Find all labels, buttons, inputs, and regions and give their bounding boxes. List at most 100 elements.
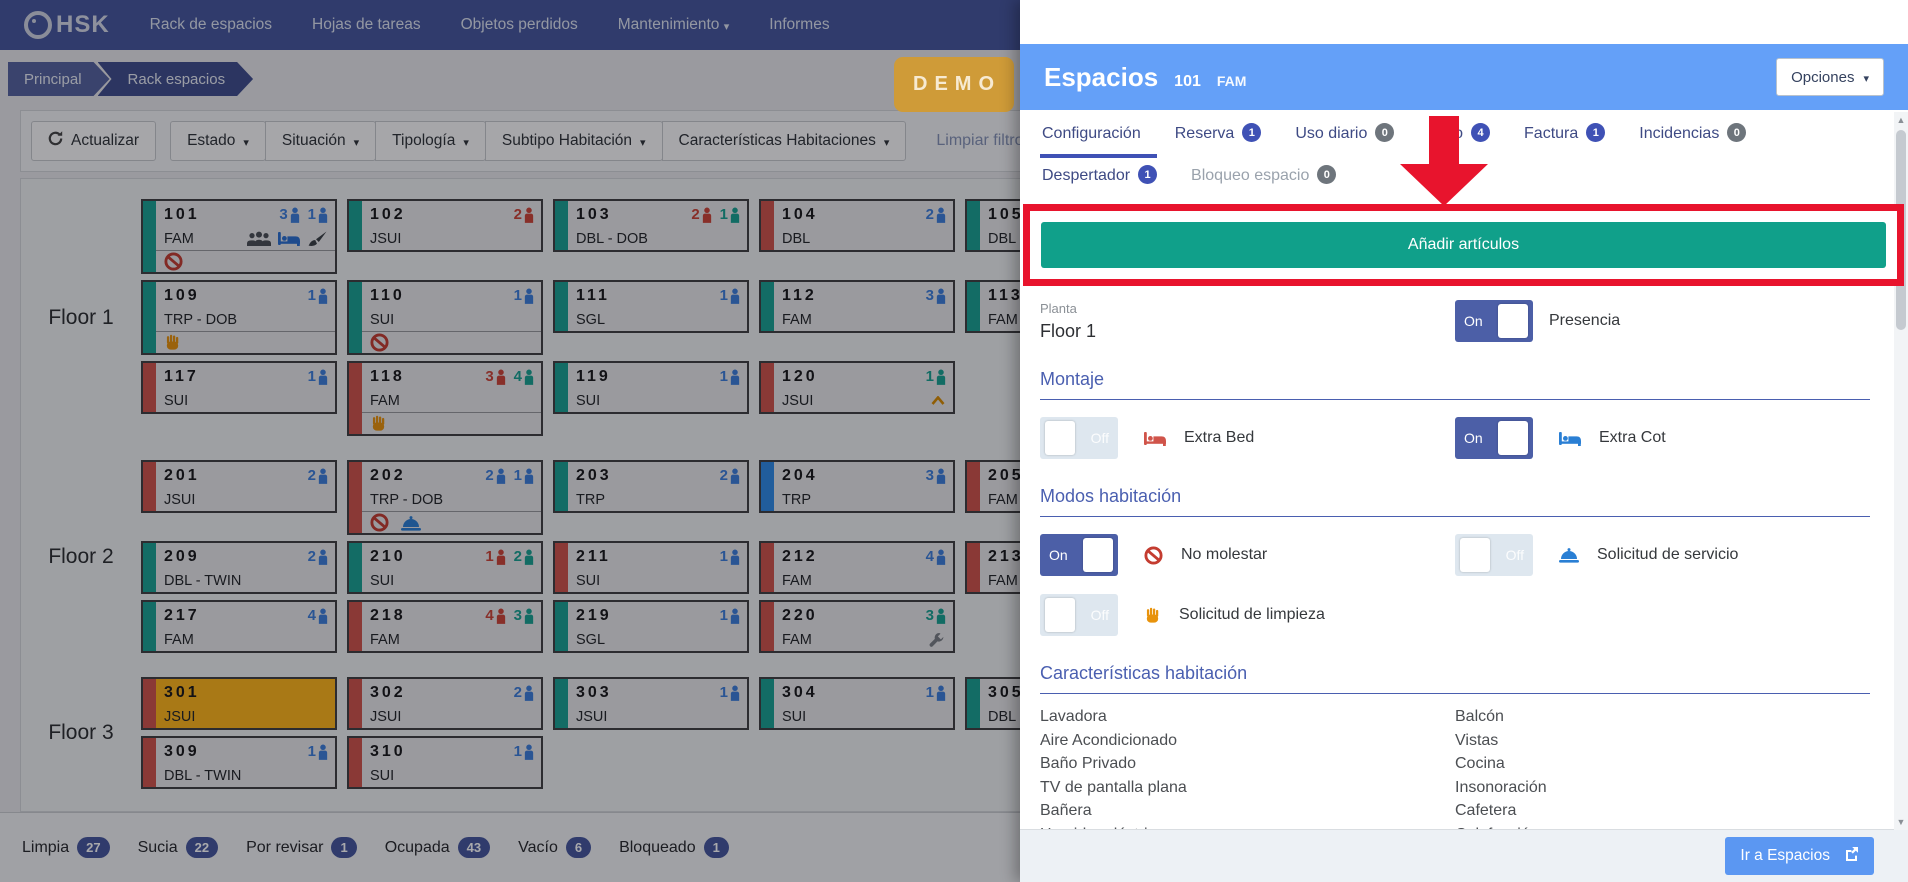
nav-item-objetos-perdidos[interactable]: Objetos perdidos (460, 16, 578, 33)
status-stripe (761, 282, 774, 331)
solicitud-de-limpieza-toggle[interactable]: Off (1040, 594, 1118, 636)
status-stripe (143, 602, 156, 651)
room-card-220[interactable]: 220 3 FAM (759, 600, 955, 653)
legend-vacio: Vacío 6 (518, 837, 592, 858)
status-stripe (761, 602, 774, 651)
extra-cot-toggle[interactable]: On (1455, 417, 1533, 459)
add-articles-button[interactable]: Añadir artículos (1041, 222, 1886, 268)
room-number: 218 (370, 606, 406, 624)
breadcrumb-item-rack-espacios[interactable]: Rack espacios (98, 62, 254, 96)
solicitud-de-servicio-toggle[interactable]: Off (1455, 534, 1533, 576)
room-status-icons (362, 412, 541, 434)
nav-item-hojas-de-tareas[interactable]: Hojas de tareas (312, 16, 421, 33)
status-stripe (143, 543, 156, 592)
refresh-icon (48, 131, 63, 151)
presencia-toggle[interactable]: On (1455, 300, 1533, 342)
breadcrumb-item-principal[interactable]: Principal (8, 62, 110, 96)
person-icon (523, 549, 535, 565)
room-card-210[interactable]: 210 1 2 SUI (347, 541, 543, 594)
room-card-118[interactable]: 118 3 4 FAM (347, 361, 543, 436)
room-card-102[interactable]: 102 2 JSUI (347, 199, 543, 252)
room-card-217[interactable]: 217 4 FAM (141, 600, 337, 653)
ir-a-espacios-button[interactable]: Ir a Espacios (1725, 837, 1874, 875)
filter-button-tipologia[interactable]: Tipología ▾ (375, 121, 486, 161)
room-number: 202 (370, 466, 406, 484)
filter-button-caracteristicas-habitaciones[interactable]: Características Habitaciones ▾ (661, 121, 907, 161)
room-card-111[interactable]: 111 1 SGL (553, 280, 749, 333)
room-card-218[interactable]: 218 4 3 FAM (347, 600, 543, 653)
room-type: FAM (782, 311, 812, 328)
room-card-304[interactable]: 304 1 SUI (759, 677, 955, 730)
refresh-button[interactable]: Actualizar (31, 121, 157, 161)
room-type: DBL - TWIN (164, 767, 242, 784)
tab-count-badge: 1 (1586, 123, 1606, 142)
room-card-219[interactable]: 219 1 SGL (553, 600, 749, 653)
tab-bloqueo-espacio[interactable]: Bloqueo espacio 0 (1189, 160, 1352, 200)
rack-row: 201 2 JSUI 202 2 1 TRP - DOB 203 2 TRP 204 3 … (141, 460, 1161, 535)
room-card-301[interactable]: 301 JSUI (141, 677, 337, 730)
room-card-109[interactable]: 109 1 TRP - DOB (141, 280, 337, 355)
room-type: JSUI (370, 230, 402, 247)
app-logo[interactable]: HSK (24, 11, 110, 39)
no-entry-icon (164, 252, 183, 271)
room-card-112[interactable]: 112 3 FAM (759, 280, 955, 333)
filter-button-situacion[interactable]: Situación ▾ (264, 121, 377, 161)
status-stripe (143, 462, 156, 511)
room-card-119[interactable]: 119 1 SUI (553, 361, 749, 414)
tab-despertador[interactable]: Despertador 1 (1040, 160, 1173, 200)
clear-filter-link[interactable]: Limpiar filtros (936, 132, 1032, 149)
scroll-down-icon[interactable]: ▼ (1896, 817, 1906, 827)
nav-item-mantenimiento[interactable]: Mantenimiento ▾ (617, 16, 730, 33)
space-type: FAM (1216, 72, 1247, 89)
no-molestar-toggle[interactable]: On (1040, 534, 1118, 576)
room-card-310[interactable]: 310 1 SUI (347, 736, 543, 789)
refresh-icon-glyph (48, 131, 63, 146)
caracteristica-lavadora: Lavadora (1040, 708, 1107, 725)
tab-count-badge: 0 (1317, 165, 1337, 184)
room-card-201[interactable]: 201 2 JSUI (141, 460, 337, 513)
room-card-120[interactable]: 120 1 JSUI (759, 361, 955, 414)
panel-title: Espacios (1044, 61, 1159, 92)
chevron-down-icon: ▾ (463, 136, 469, 149)
room-card-104[interactable]: 104 2 DBL (759, 199, 955, 252)
cleaning-hand-icon (370, 415, 387, 432)
room-card-302[interactable]: 302 2 JSUI (347, 677, 543, 730)
room-card-309[interactable]: 309 1 DBL - TWIN (141, 736, 337, 789)
room-type: SUI (370, 572, 395, 589)
tab-factura[interactable]: Factura 1 (1522, 118, 1621, 158)
solicitud-de-servicio-row: Off Solicitud de servicio (1455, 534, 1870, 576)
status-stripe (761, 679, 774, 728)
room-card-204[interactable]: 204 3 TRP (759, 460, 955, 513)
solicitud-de-limpieza-label: Solicitud de limpieza (1179, 606, 1325, 623)
status-stripe (967, 543, 980, 592)
nav-item-rack-de-espacios[interactable]: Rack de espacios (149, 16, 273, 33)
nav-item-informes[interactable]: Informes (769, 16, 830, 33)
room-status-icons (362, 331, 541, 353)
tab-reserva[interactable]: Reserva 1 (1173, 118, 1278, 158)
extra-bed-toggle[interactable]: Off (1040, 417, 1118, 459)
room-card-103[interactable]: 103 2 1 DBL - DOB (553, 199, 749, 252)
options-button[interactable]: Opciones ▾ (1776, 58, 1884, 96)
room-card-303[interactable]: 303 1 JSUI (553, 677, 749, 730)
tab-row-2: Despertador 1 Bloqueo espacio 0 (1040, 160, 1888, 200)
filter-button-estado[interactable]: Estado ▾ (170, 121, 266, 161)
tab-uso-diario[interactable]: Uso diario 0 (1293, 118, 1410, 158)
tab-configuracion[interactable]: Configuración (1040, 119, 1157, 158)
status-stripe (555, 679, 568, 728)
room-type: SUI (164, 392, 189, 409)
scroll-up-icon[interactable]: ▲ (1896, 115, 1906, 125)
room-card-117[interactable]: 117 1 SUI (141, 361, 337, 414)
room-card-209[interactable]: 209 2 DBL - TWIN (141, 541, 337, 594)
room-card-101[interactable]: 101 3 1 FAM (141, 199, 337, 274)
room-type: JSUI (576, 708, 608, 725)
room-card-202[interactable]: 202 2 1 TRP - DOB (347, 460, 543, 535)
room-card-212[interactable]: 212 4 FAM (759, 541, 955, 594)
room-card-110[interactable]: 110 1 SUI (347, 280, 543, 355)
room-card-211[interactable]: 211 1 SUI (553, 541, 749, 594)
room-number: 204 (782, 466, 818, 484)
room-card-203[interactable]: 203 2 TRP (553, 460, 749, 513)
section-title-montaje: Montaje (1040, 369, 1870, 400)
tab-incidencias[interactable]: Incidencias 0 (1637, 118, 1762, 158)
